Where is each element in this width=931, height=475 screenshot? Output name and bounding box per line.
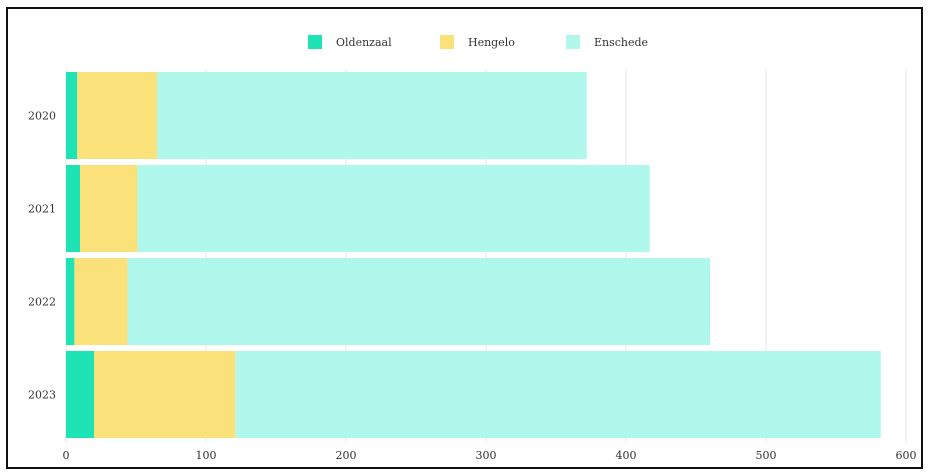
x-tick-label: 600	[896, 449, 917, 462]
bar-enschede-2021	[137, 165, 650, 252]
bar-oldenzaal-2022	[66, 258, 75, 345]
legend-label-enschede: Enschede	[594, 36, 648, 49]
x-tick-label: 500	[756, 449, 777, 462]
legend-label-hengelo: Hengelo	[468, 36, 515, 49]
y-tick-label: 2022	[28, 296, 56, 309]
bar-oldenzaal-2023	[66, 351, 94, 438]
chart-frame: 2020 2021 2022 2023 0 100 200 300 400 500 600 Old…	[6, 7, 923, 469]
y-tick-label: 2021	[28, 203, 56, 216]
bars	[66, 72, 881, 438]
x-tick-label: 100	[196, 449, 217, 462]
x-tick-label: 0	[63, 449, 70, 462]
bar-hengelo-2021	[80, 165, 138, 252]
x-tick-label: 300	[476, 449, 497, 462]
bar-oldenzaal-2020	[66, 72, 78, 159]
bar-oldenzaal-2021	[66, 165, 80, 252]
legend-swatch-hengelo	[440, 35, 454, 49]
legend: Oldenzaal Hengelo Enschede	[308, 35, 648, 49]
x-tick-label: 400	[616, 449, 637, 462]
bar-enschede-2020	[157, 72, 587, 159]
legend-swatch-enschede	[566, 35, 580, 49]
y-tick-label: 2020	[28, 110, 56, 123]
legend-label-oldenzaal: Oldenzaal	[336, 36, 392, 49]
stacked-bar-chart: 2020 2021 2022 2023 0 100 200 300 400 500 600 Old…	[28, 35, 917, 462]
bar-enschede-2022	[127, 258, 711, 345]
bar-enschede-2023	[235, 351, 881, 438]
legend-swatch-oldenzaal	[308, 35, 322, 49]
bar-hengelo-2023	[94, 351, 236, 438]
y-axis-ticks: 2020 2021 2022 2023	[28, 110, 56, 402]
x-axis-ticks: 0 100 200 300 400 500 600	[63, 449, 917, 462]
y-tick-label: 2023	[28, 389, 56, 402]
x-tick-label: 200	[336, 449, 357, 462]
bar-hengelo-2022	[74, 258, 128, 345]
bar-hengelo-2020	[77, 72, 157, 159]
